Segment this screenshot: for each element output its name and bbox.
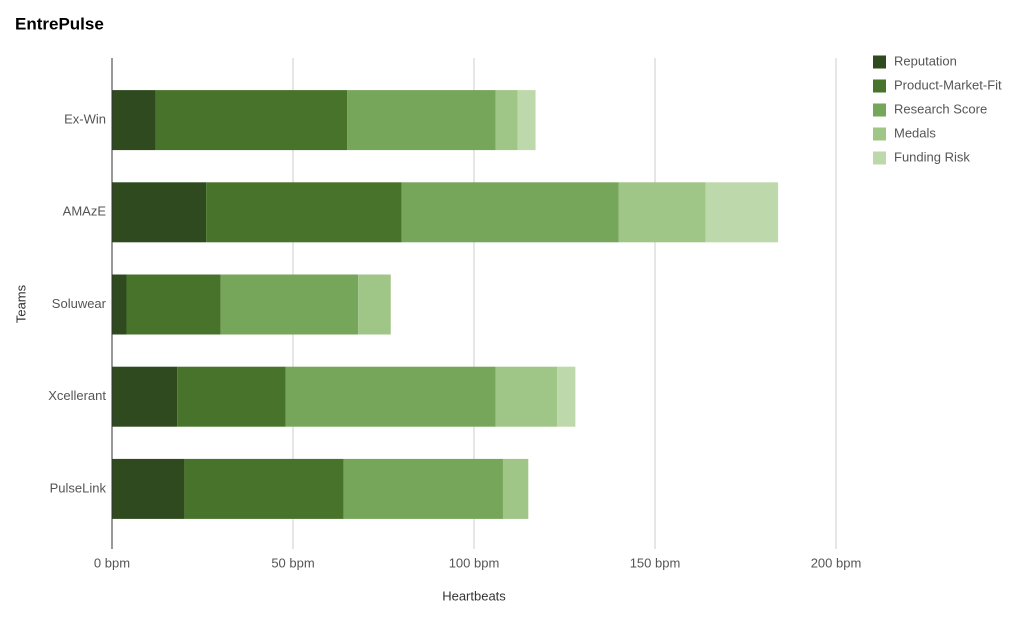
bar-segment xyxy=(112,90,156,151)
legend-swatch xyxy=(873,79,886,93)
bar-segment xyxy=(112,182,207,243)
bar-segment xyxy=(285,366,496,427)
bar-segment xyxy=(358,274,391,335)
x-tick-label: 100 bpm xyxy=(449,555,500,570)
bar-segment xyxy=(343,458,503,519)
bar-segment xyxy=(502,458,529,519)
bar-segment xyxy=(177,366,286,427)
x-tick-label: 50 bpm xyxy=(271,555,314,570)
legend-swatch xyxy=(873,151,886,165)
bar-segment xyxy=(220,274,359,335)
bar-segment xyxy=(705,182,779,243)
bar-segment xyxy=(495,366,558,427)
bar-segment xyxy=(618,182,706,243)
bar-segment xyxy=(495,90,518,151)
bar-segment xyxy=(557,366,576,427)
bar-segment xyxy=(112,366,178,427)
y-tick-label: Ex-Win xyxy=(64,112,106,127)
bar-segment xyxy=(112,274,127,335)
legend-label: Reputation xyxy=(894,53,957,68)
legend-label: Funding Risk xyxy=(894,149,970,164)
y-tick-label: AMAzE xyxy=(63,204,107,219)
bar-segment xyxy=(155,90,348,151)
y-axis-title: Teams xyxy=(13,284,28,323)
bar-segment xyxy=(401,182,619,243)
x-tick-label: 150 bpm xyxy=(630,555,681,570)
bar-segment xyxy=(184,458,344,519)
y-tick-label: PulseLink xyxy=(50,480,107,495)
bar-segment xyxy=(347,90,496,151)
legend-label: Medals xyxy=(894,125,936,140)
legend-label: Product-Market-Fit xyxy=(894,77,1002,92)
bar-segment xyxy=(126,274,221,335)
y-tick-label: Soluwear xyxy=(52,296,107,311)
bar-segment xyxy=(112,458,185,519)
legend-label: Research Score xyxy=(894,101,987,116)
x-tick-label: 0 bpm xyxy=(94,555,130,570)
bar-segment xyxy=(206,182,402,243)
legend-swatch xyxy=(873,55,886,69)
legend-swatch xyxy=(873,103,886,117)
legend-swatch xyxy=(873,127,886,141)
chart-title: EntrePulse xyxy=(15,14,104,33)
x-tick-label: 200 bpm xyxy=(811,555,862,570)
y-tick-label: Xcellerant xyxy=(48,388,106,403)
bar-segment xyxy=(517,90,536,151)
x-axis-title: Heartbeats xyxy=(442,588,506,603)
